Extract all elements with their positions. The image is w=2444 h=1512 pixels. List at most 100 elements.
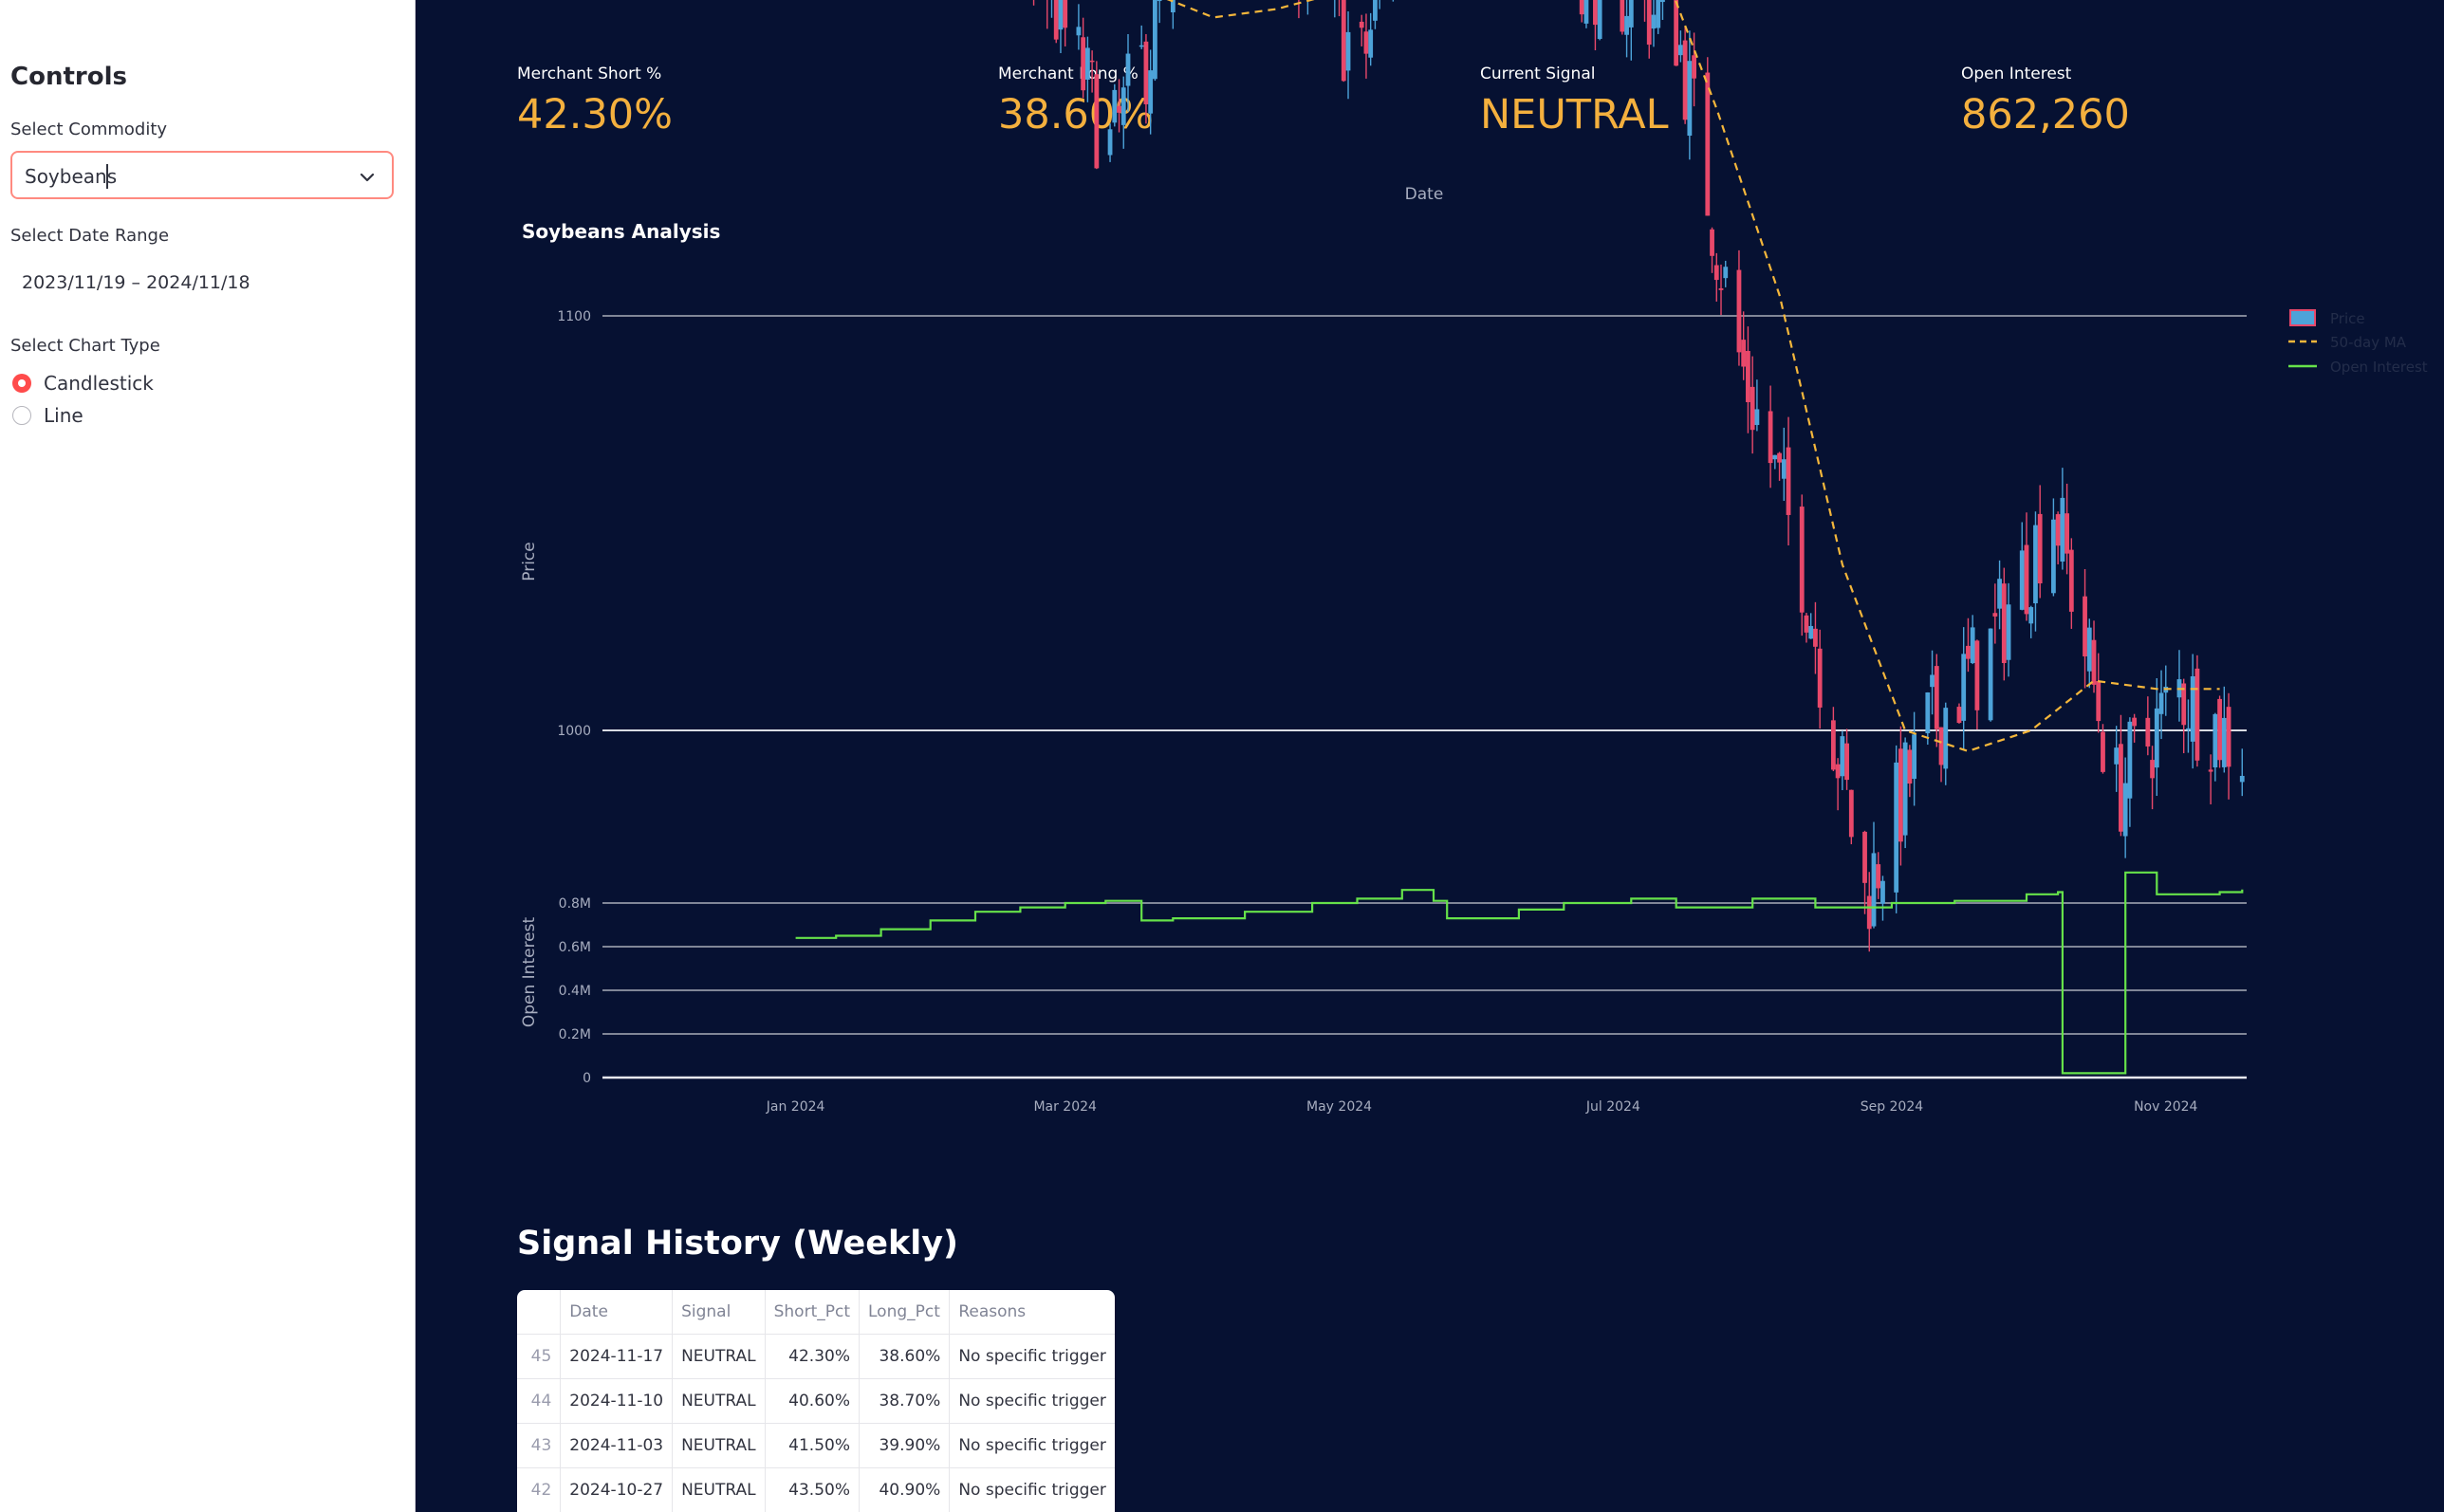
candle-body <box>1682 40 1688 120</box>
candle-body <box>1583 0 1589 24</box>
text-cursor <box>106 164 108 189</box>
candle-body <box>2060 497 2065 562</box>
candle-body <box>2083 596 2087 657</box>
candle-body <box>1597 0 1602 40</box>
cell-short-pct[interactable]: 40.60% <box>765 1378 861 1424</box>
cell-index[interactable]: 42 <box>517 1467 562 1512</box>
candle-body <box>1718 287 1724 290</box>
candle-body <box>1898 748 1903 842</box>
column-header-index[interactable] <box>517 1290 562 1335</box>
cell-long-pct[interactable]: 38.70% <box>859 1378 951 1424</box>
candle-body <box>1692 55 1696 79</box>
candle-body <box>1076 27 1082 36</box>
cell-index[interactable]: 45 <box>517 1334 562 1379</box>
x-tick-label: Jul 2024 <box>1585 1099 1640 1115</box>
radio-line-label: Line <box>44 404 83 427</box>
candle-body <box>2186 728 2191 730</box>
cell-date[interactable]: 2024-11-17 <box>560 1334 674 1379</box>
candle-body <box>2145 717 2151 747</box>
metric-value: 42.30% <box>517 91 673 138</box>
candle-body <box>2154 708 2159 768</box>
candle-body <box>2127 721 2133 799</box>
cell-reasons[interactable]: No specific trigger <box>949 1378 1115 1424</box>
column-header-date[interactable]: Date <box>560 1290 674 1335</box>
cell-date[interactable]: 2024-11-03 <box>560 1423 674 1468</box>
candle-body <box>1736 269 1742 353</box>
candle-body <box>2086 627 2092 672</box>
commodity-select[interactable]: Soybeans <box>10 151 394 199</box>
candle-body <box>1063 0 1068 28</box>
candle-body <box>1781 459 1787 479</box>
candle-body <box>1768 411 1773 464</box>
cell-index[interactable]: 44 <box>517 1378 562 1424</box>
candle-body <box>1808 625 1814 639</box>
candle-body <box>1902 742 1908 836</box>
metric-merchant-short: Merchant Short % 42.30% <box>517 65 673 138</box>
cell-date[interactable]: 2024-11-10 <box>560 1378 674 1424</box>
candle-body <box>1848 789 1854 838</box>
legend-ma-label: 50-day MA <box>2330 334 2407 351</box>
cell-short-pct[interactable]: 43.50% <box>765 1467 861 1512</box>
x-tick-label: Jan 2024 <box>766 1099 825 1115</box>
metric-label: Merchant Short % <box>517 65 662 83</box>
sidebar-title: Controls <box>10 63 127 91</box>
oi-axis-title: Open Interest <box>520 917 539 1028</box>
candle-body <box>2217 698 2222 761</box>
cell-reasons[interactable]: No specific trigger <box>949 1423 1115 1468</box>
candle-body <box>1938 727 1944 765</box>
column-header-short-pct[interactable]: Short_Pct <box>765 1290 861 1335</box>
cell-long-pct[interactable]: 38.60% <box>859 1334 951 1379</box>
oi-tick-label: 0.4M <box>559 984 591 999</box>
candle-body <box>2158 692 2164 714</box>
cell-signal[interactable]: NEUTRAL <box>672 1378 766 1424</box>
metric-value: 38.60% <box>998 91 1154 138</box>
cell-short-pct[interactable]: 42.30% <box>765 1334 861 1379</box>
legend-price-swatch <box>2289 309 2316 326</box>
candle-body <box>2239 775 2245 783</box>
column-header-reasons[interactable]: Reasons <box>949 1290 1115 1335</box>
candle-body <box>1974 640 1980 710</box>
candle-body <box>2101 731 2105 772</box>
radio-unselected-icon[interactable] <box>12 406 31 425</box>
candle-body <box>1830 720 1836 770</box>
signal-history-table[interactable]: Date Signal Short_Pct Long_Pct Reasons 4… <box>517 1290 1115 1512</box>
candle-body <box>1368 29 1374 58</box>
commodity-value: Soybeans <box>25 165 118 188</box>
date-range-input[interactable]: 2023/11/19 – 2024/11/18 <box>22 272 250 293</box>
candle-body <box>2190 675 2195 742</box>
candle-body <box>1713 265 1719 281</box>
cell-date[interactable]: 2024-10-27 <box>560 1467 674 1512</box>
radio-selected-icon[interactable] <box>12 374 31 393</box>
candle-body <box>1912 734 1917 780</box>
cell-signal[interactable]: NEUTRAL <box>672 1334 766 1379</box>
candle-body <box>2024 544 2029 615</box>
candle-body <box>1687 61 1693 137</box>
cell-short-pct[interactable]: 41.50% <box>765 1423 861 1468</box>
candle-body <box>1157 0 1162 2</box>
candle-body <box>1997 579 2002 609</box>
candle-body <box>2181 683 2187 726</box>
column-header-long-pct[interactable]: Long_Pct <box>859 1290 951 1335</box>
chevron-down-icon[interactable] <box>358 168 377 187</box>
candle-body <box>1804 615 1809 633</box>
column-header-signal[interactable]: Signal <box>672 1290 766 1335</box>
candle-body <box>2176 679 2182 698</box>
candle-body <box>2064 513 2070 554</box>
candle-body <box>1710 229 1714 256</box>
cell-long-pct[interactable]: 39.90% <box>859 1423 951 1468</box>
candle-body <box>1907 749 1913 784</box>
oi-tick-label: 0.8M <box>559 896 591 912</box>
candle-body <box>1880 880 1885 904</box>
cell-reasons[interactable]: No specific trigger <box>949 1334 1115 1379</box>
cell-signal[interactable]: NEUTRAL <box>672 1423 766 1468</box>
cell-signal[interactable]: NEUTRAL <box>672 1467 766 1512</box>
metric-label: Merchant Long % <box>998 65 1139 83</box>
candle-body <box>1170 0 1176 13</box>
commodity-label: Select Commodity <box>10 120 168 139</box>
cell-reasons[interactable]: No specific trigger <box>949 1467 1115 1512</box>
cell-long-pct[interactable]: 40.90% <box>859 1467 951 1512</box>
candle-body <box>1345 31 1351 71</box>
candle-body <box>1660 0 1665 3</box>
cell-index[interactable]: 43 <box>517 1423 562 1468</box>
candle-body <box>2001 583 2007 663</box>
